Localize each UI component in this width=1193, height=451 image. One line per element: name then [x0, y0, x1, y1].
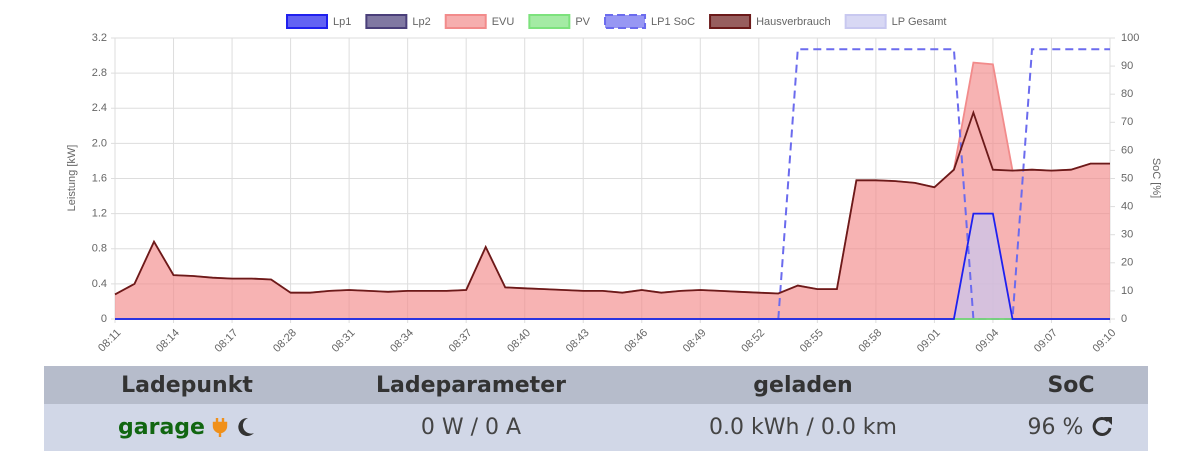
table: Ladepunkt Ladeparameter geladen SoC gara… [44, 366, 1148, 451]
cell: 0.0 kWh / 0.0 km [709, 415, 897, 440]
cell: 0 W / 0 A [420, 415, 522, 440]
moon-icon [238, 417, 254, 436]
x-tick-label: 08:49 [681, 327, 709, 355]
y-tick-label: 2.8 [92, 67, 107, 79]
legend-swatch [604, 14, 647, 29]
header-cell: Ladeparameter [376, 372, 566, 398]
x-tick-label: 08:28 [271, 327, 299, 355]
x-tick-label: 08:46 [622, 327, 650, 355]
y-tick-label: 2.4 [92, 102, 107, 114]
y2-tick-label: 10 [1121, 285, 1133, 297]
refresh-icon[interactable] [1090, 415, 1114, 437]
x-tick-label: 09:10 [1090, 327, 1118, 355]
chart: Leistung [kW] SoC [%] 0 0.4 0.8 1.2 1.6 2.0 2.… [66, 14, 1162, 355]
legend-label: Hausverbrauch [756, 16, 831, 28]
y2-axis-label: SoC [%] [1150, 158, 1162, 198]
table-header: Ladepunkt Ladeparameter geladen SoC [44, 366, 1148, 404]
y2-tick-label: 30 [1121, 229, 1133, 241]
legend-label: LP1 SoC [651, 16, 695, 28]
header-cell: SoC [1047, 372, 1095, 398]
header-cell: Ladepunkt [121, 372, 253, 398]
y2-tick-label: 0 [1121, 313, 1127, 325]
legend-label: Lp2 [412, 16, 430, 28]
y2-tick-label: 20 [1121, 257, 1133, 269]
x-tick-label: 08:31 [330, 327, 358, 355]
x-tick-label: 08:43 [564, 327, 592, 355]
y2-tick-label: 90 [1121, 60, 1133, 72]
x-tick-label: 08:52 [739, 327, 767, 355]
y-tick-label: 1.6 [92, 172, 107, 184]
line [777, 48, 1110, 320]
y2-tick-label: 40 [1121, 201, 1133, 213]
x-tick-label: 09:01 [915, 327, 943, 355]
y-tick-label: 3.2 [92, 32, 107, 44]
x-tick-label: 08:14 [154, 327, 182, 355]
header-cell: geladen [753, 372, 853, 398]
charge-point-name[interactable]: garage [118, 415, 205, 440]
legend-swatch [444, 14, 487, 29]
legend-label: LP Gesamt [892, 16, 947, 28]
table-row: garage 0 W / 0 A 0.0 kWh / 0.0 km 96 % [44, 404, 1148, 451]
line [114, 109, 1110, 296]
y-tick-label: 2.0 [92, 137, 107, 149]
status-icons [212, 417, 254, 437]
legend-swatch [709, 14, 752, 29]
y-tick-label: 0.4 [92, 278, 107, 290]
y-axis-label: Leistung [kW] [66, 145, 78, 212]
line [115, 212, 1110, 320]
legend-label: EVU [492, 16, 515, 28]
y2-tick-label: 80 [1121, 88, 1133, 100]
y2-tick-label: 70 [1121, 116, 1133, 128]
y2-tick-label: 100 [1121, 32, 1139, 44]
x-tick-label: 08:58 [856, 327, 884, 355]
y2-tick-label: 60 [1121, 144, 1133, 156]
legend-swatch [365, 14, 408, 29]
y-tick-label: 0 [101, 313, 107, 325]
x-tick-label: 08:40 [505, 327, 533, 355]
x-tick-label: 09:04 [973, 327, 1001, 355]
legend-label: Lp1 [333, 16, 351, 28]
x-tick-label: 08:55 [798, 327, 826, 355]
cell: garage [44, 415, 330, 440]
legend-label: PV [575, 16, 590, 28]
x-tick-label: 08:11 [96, 327, 123, 354]
x-tick-label: 09:07 [1032, 327, 1060, 355]
cell: 96 % [994, 415, 1148, 440]
y-tick-label: 0.8 [92, 243, 107, 255]
plug-icon [212, 418, 228, 437]
x-tick-label: 08:37 [447, 327, 475, 355]
x-tick-label: 08:34 [388, 327, 416, 355]
y2-tick-label: 50 [1121, 172, 1133, 184]
legend-swatch [286, 14, 328, 29]
x-tick-label: 08:17 [213, 327, 241, 355]
legend-swatch [528, 14, 571, 29]
area [115, 62, 1110, 319]
legend-swatch [844, 14, 887, 29]
y-tick-label: 1.2 [92, 208, 107, 220]
soc-value: 96 % [1027, 415, 1084, 440]
